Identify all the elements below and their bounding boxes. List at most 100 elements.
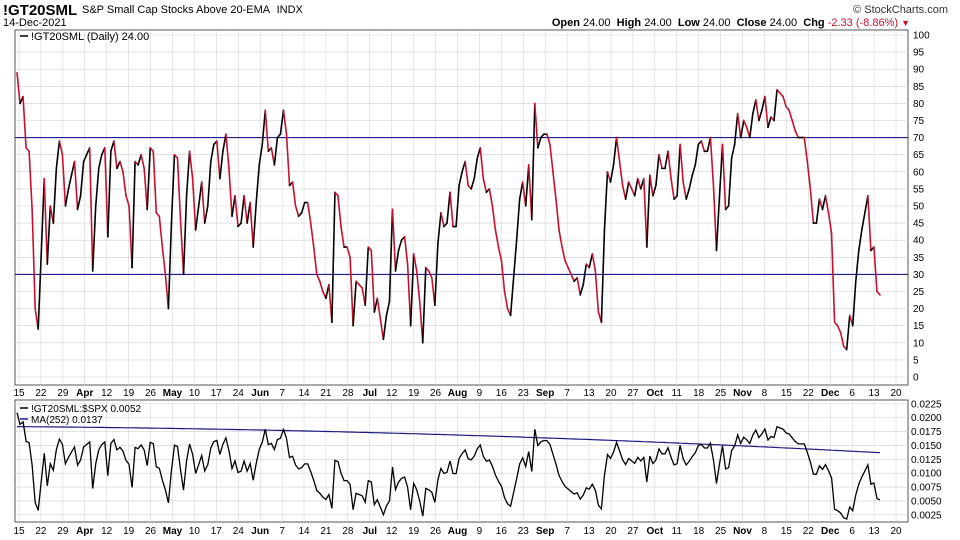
series-segment <box>821 194 827 211</box>
main-panel: 0 5 10 15 20 25 30 35 40 45 50 55 60 65 70 75 80 85 90 95 10… <box>14 29 930 386</box>
series-segment <box>594 270 600 313</box>
chg-label: Chg <box>803 17 825 29</box>
series-segment <box>64 188 70 207</box>
series-segment <box>312 246 318 276</box>
series-segment <box>285 133 291 187</box>
series-segment <box>530 102 536 221</box>
series-segment <box>331 191 336 324</box>
series-segment <box>388 208 394 303</box>
series-segment <box>170 153 176 224</box>
x-tick-label: Apr <box>76 526 93 537</box>
x-tick-label: 21 <box>320 526 332 537</box>
series-segment <box>258 143 264 166</box>
series-segment <box>612 136 618 166</box>
series-segment <box>252 201 258 248</box>
series-segment <box>627 181 633 190</box>
series-segment <box>854 249 860 283</box>
series-segment <box>482 177 488 194</box>
x-tick-label: 20 <box>890 526 902 537</box>
series-segment <box>824 194 830 214</box>
x-tick-label: 6 <box>849 388 855 399</box>
series-segment <box>434 242 439 306</box>
series-segment <box>446 191 451 224</box>
y-tick-label: 30 <box>913 270 925 281</box>
x-tick-label: 12 <box>101 388 113 399</box>
series-segment <box>194 205 200 231</box>
series-segment <box>827 212 833 235</box>
y-tick-label: 75 <box>913 116 925 127</box>
series-segment <box>497 246 503 262</box>
series-segment <box>167 222 173 310</box>
series-segment <box>273 136 279 166</box>
x-tick-label: 12 <box>386 388 398 399</box>
series-segment <box>161 246 167 276</box>
series-segment <box>28 150 33 211</box>
series-segment <box>561 246 566 262</box>
series-segment <box>845 314 851 351</box>
x-tick-label: 18 <box>693 526 705 537</box>
y-tick-label: 25 <box>913 287 925 298</box>
main-panel-frame <box>14 29 909 386</box>
y-tick-label: 100 <box>913 31 930 42</box>
series-segment <box>518 181 524 200</box>
series-segment <box>479 147 485 180</box>
x-tick-label: 14 <box>298 388 310 399</box>
chg-value: -2.33 (-8.86%) <box>827 17 899 29</box>
ratio-legend: !GT20SML:$SPX 0.0052 MA(252) 0.0137 <box>20 404 142 426</box>
series-segment <box>873 246 878 293</box>
high-label: High <box>616 17 642 29</box>
x-tick-label: 23 <box>518 388 530 399</box>
x-tick-label: 7 <box>279 526 285 537</box>
series-segment <box>206 160 212 207</box>
ratio-line <box>16 412 881 520</box>
y-tick-label: 55 <box>913 184 925 195</box>
chart-header: !GT20SML S&P Small Cap Stocks Above 20-E… <box>0 0 960 30</box>
low-value: 24.00 <box>702 17 731 29</box>
main-y-axis: 0 5 10 15 20 25 30 35 40 45 50 55 60 65 70 75 80 85 90 95 10… <box>913 31 930 384</box>
series-segment <box>488 188 494 207</box>
y-tick-label: 60 <box>913 167 925 178</box>
legend-ratio-label: !GT20SML:$SPX 0.0052 <box>31 404 142 415</box>
x-tick-label: 28 <box>342 526 354 537</box>
series-segment <box>379 318 385 341</box>
series-segment <box>415 270 421 303</box>
series-segment <box>758 109 763 122</box>
y-tick-label: 0.0175 <box>911 427 942 438</box>
x-tick-label: 27 <box>627 526 639 537</box>
x-tick-label: 11 <box>672 526 683 537</box>
x-tick-label: Oct <box>646 388 663 399</box>
x-tick-label: 6 <box>849 526 855 537</box>
series-segment <box>470 177 476 190</box>
y-tick-label: 80 <box>913 99 925 110</box>
x-tick-label: Nov <box>733 388 752 399</box>
x-tick-label: 7 <box>279 388 285 399</box>
x-tick-label: 7 <box>564 526 570 537</box>
series-segment <box>567 266 572 276</box>
series-segment <box>88 147 94 272</box>
x-tick-label: 10 <box>189 388 201 399</box>
x-tick-label: 26 <box>430 388 442 399</box>
ratio-y-axis: 0.0025 0.0050 0.0075 0.0100 0.0125 0.0150 0.01… <box>911 399 942 521</box>
series-segment <box>730 143 736 159</box>
x-tick-label: 24 <box>233 388 245 399</box>
series-segment <box>113 140 118 170</box>
x-tick-label: 27 <box>627 388 639 399</box>
series-segment <box>43 177 49 265</box>
series-segment <box>394 249 400 272</box>
series-segment <box>421 266 427 344</box>
series-segment <box>664 150 669 170</box>
x-tick-label: 9 <box>477 388 483 399</box>
x-tick-label: Aug <box>448 388 467 399</box>
legend-series-label: !GT20SML (Daily) 24.00 <box>31 31 149 43</box>
series-segment <box>391 208 397 272</box>
series-segment <box>588 253 594 269</box>
x-tick-label: 13 <box>583 388 595 399</box>
series-segment <box>97 153 103 170</box>
legend-ma-label: MA(252) 0.0137 <box>31 415 103 426</box>
ratio-x-axis: 15 22 29 Apr 12 19 26 May 10 17 24 Jun 7 14 21 28 Jul 12 1… <box>13 526 902 537</box>
series-segment <box>618 160 624 187</box>
series-segment <box>403 235 409 265</box>
x-tick-label: 26 <box>145 526 157 537</box>
y-tick-label: 70 <box>913 133 925 144</box>
x-tick-label: 19 <box>408 388 420 399</box>
